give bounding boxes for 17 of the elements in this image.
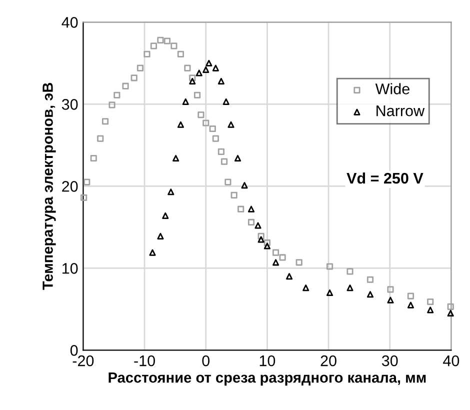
y-tick-label: 30: [62, 99, 78, 110]
x-tick-label: -10: [134, 355, 155, 366]
y-tick-label: 10: [62, 263, 78, 274]
legend-label: Narrow: [376, 106, 425, 116]
x-axis-title: Расстояние от среза разрядного канала, мм: [108, 372, 426, 386]
x-tick-label: 0: [202, 355, 210, 366]
legend-label: Wide: [375, 83, 410, 94]
x-tick-label: 20: [320, 355, 336, 366]
y-tick-label: 40: [62, 17, 78, 28]
x-tick-label: 30: [382, 355, 398, 366]
y-tick-label: 0: [70, 345, 78, 356]
x-tick-label: 10: [260, 355, 276, 366]
x-tick-label: -20: [72, 355, 94, 366]
x-tick-label: 40: [443, 355, 460, 366]
y-axis-title: Температура электронов, эВ: [42, 82, 56, 290]
y-tick-label: 20: [62, 181, 78, 192]
annotation: Vd = 250 V: [346, 172, 424, 184]
